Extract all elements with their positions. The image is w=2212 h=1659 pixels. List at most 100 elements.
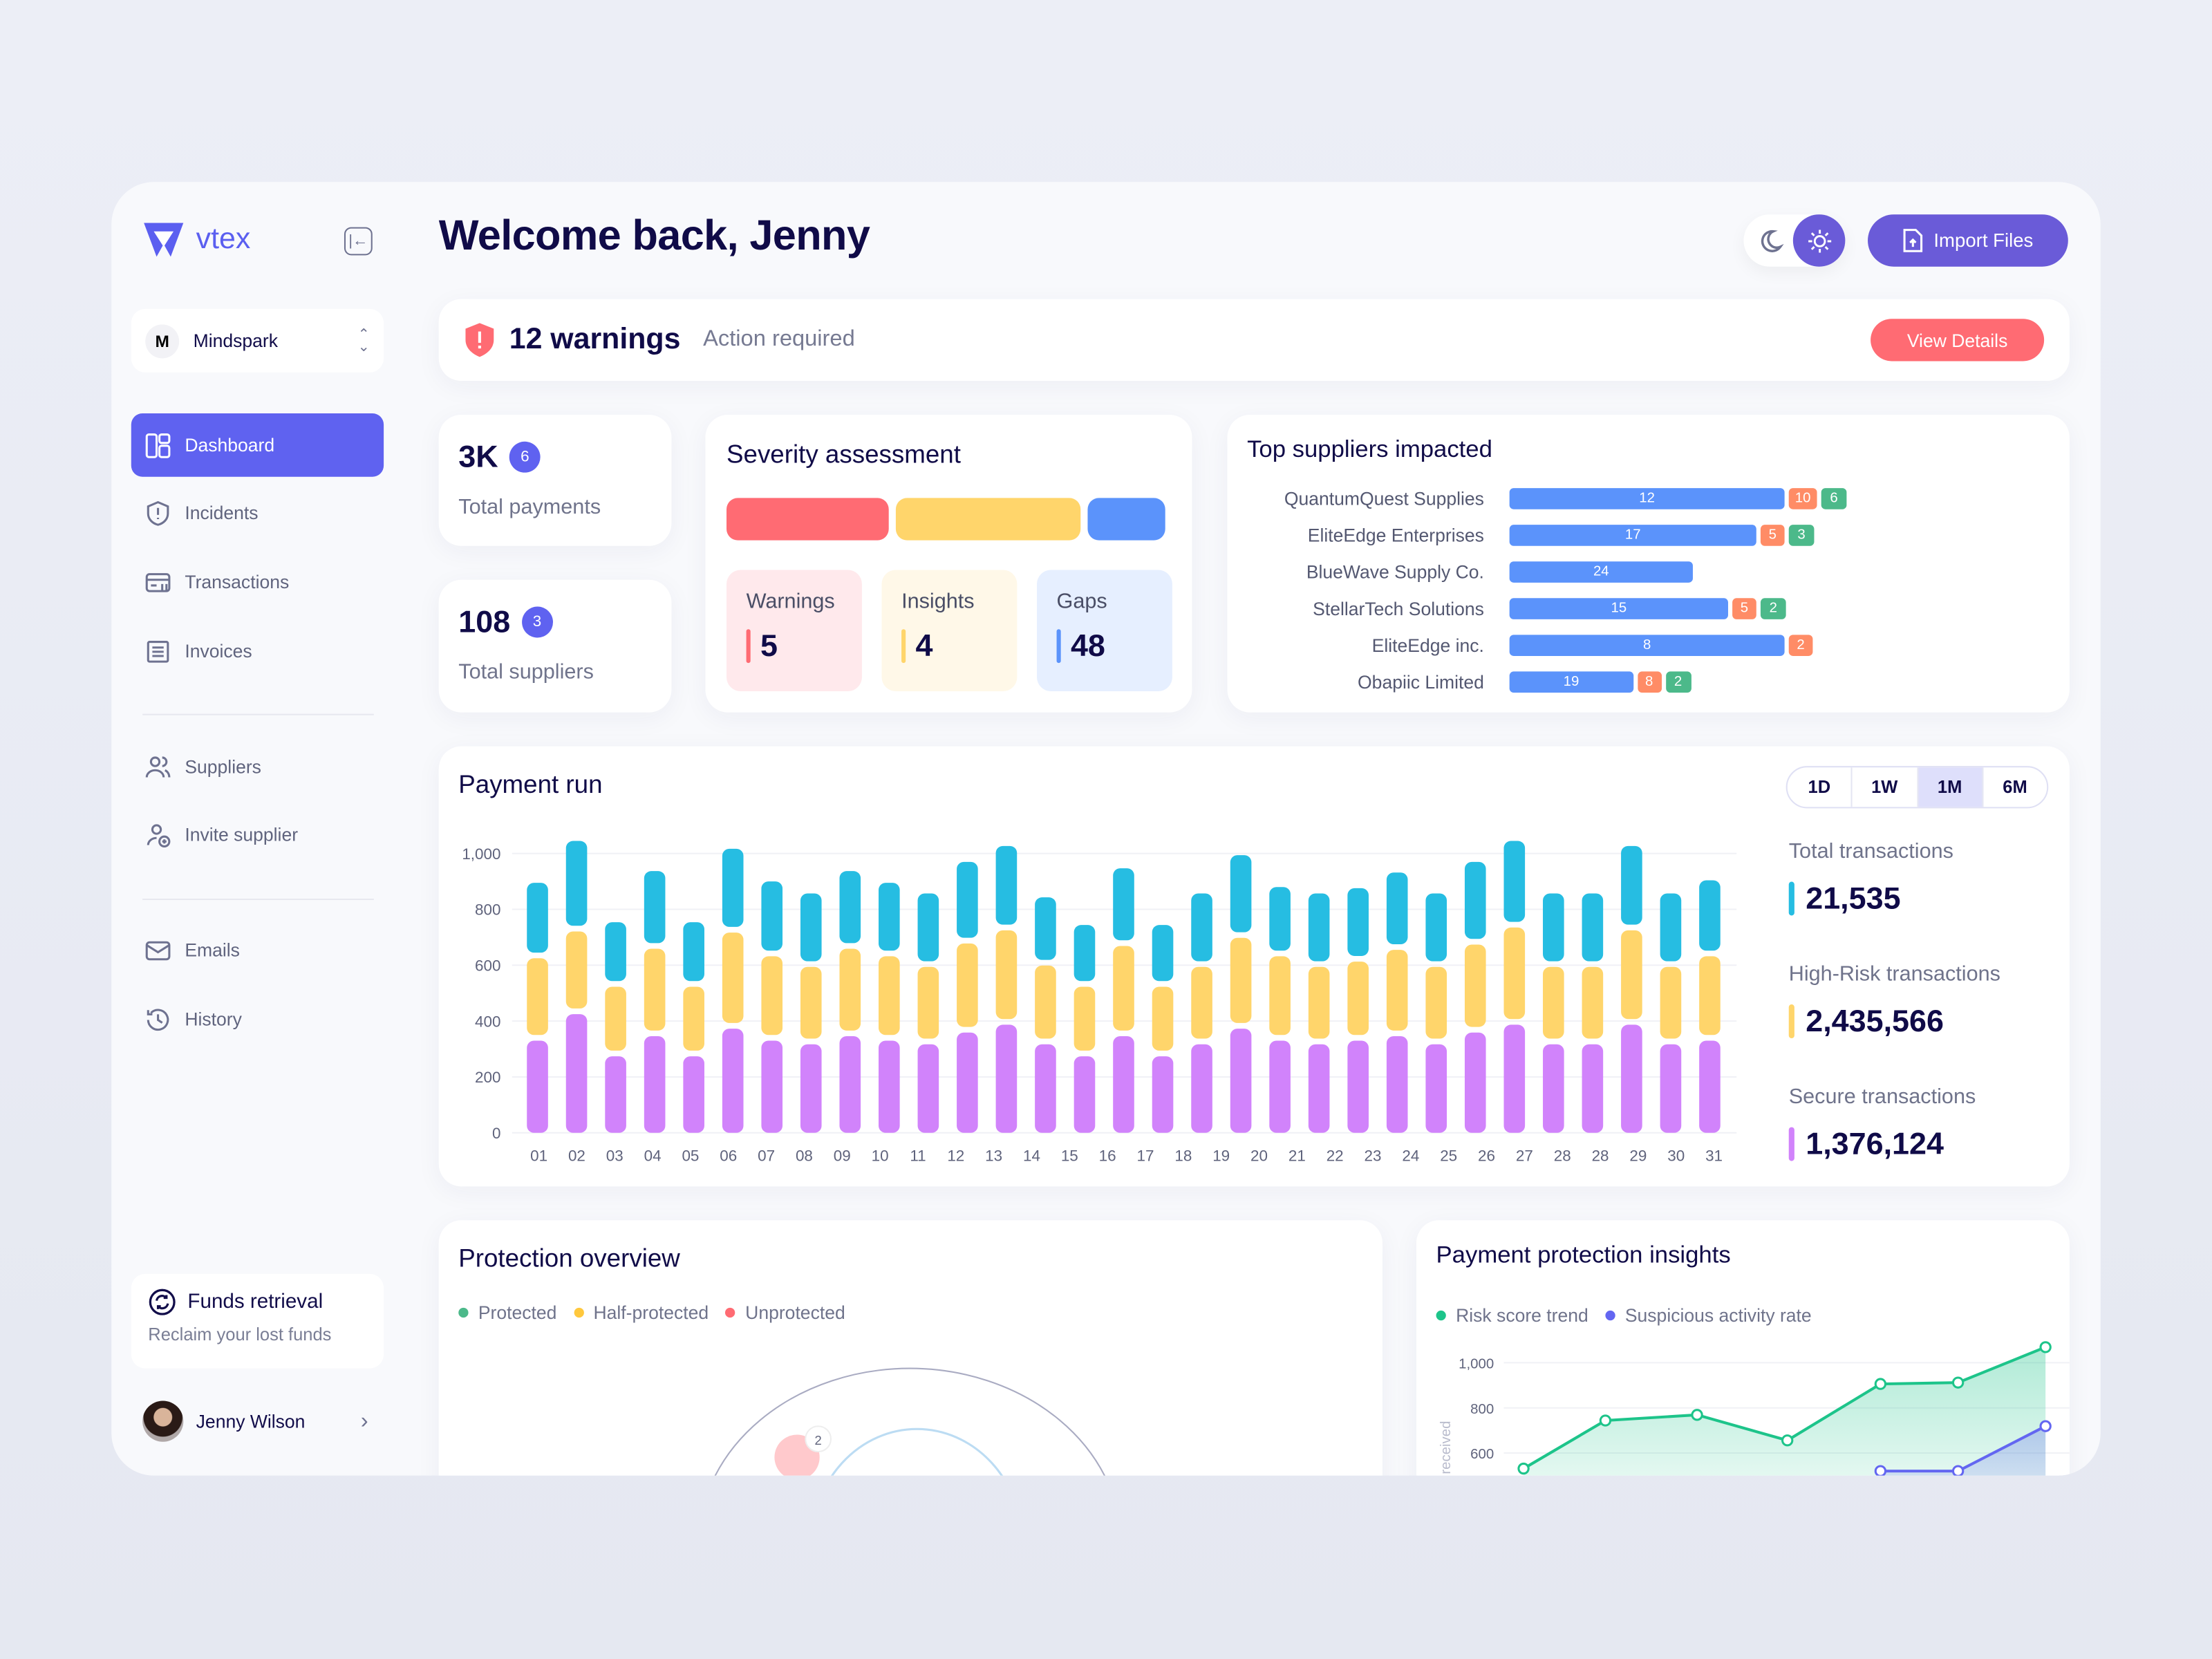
- bar-segment-total-1[interactable]: [527, 883, 548, 953]
- collapse-sidebar-button[interactable]: |←: [344, 227, 373, 256]
- bar-segment-secure-3[interactable]: [605, 1056, 626, 1133]
- supplier-row[interactable]: EliteEdge inc. 8 2: [1227, 633, 2045, 656]
- bar-segment-secure-29[interactable]: [1621, 1024, 1642, 1133]
- bar-segment-total-18[interactable]: [1191, 893, 1212, 962]
- bar-segment-total-3[interactable]: [605, 922, 626, 982]
- data-point[interactable]: [1951, 1465, 1965, 1476]
- supplier-row[interactable]: Obapiic Limited 19 8 2: [1227, 670, 2045, 693]
- sidebar-item-dashboard[interactable]: Dashboard: [131, 413, 384, 477]
- data-point[interactable]: [1599, 1414, 1612, 1427]
- bar-segment-high-risk-21[interactable]: [1308, 966, 1330, 1039]
- bar-segment-secure-22[interactable]: [1347, 1040, 1369, 1133]
- bar-segment-high-risk-6[interactable]: [722, 932, 744, 1023]
- supplier-row[interactable]: EliteEdge Enterprises 17 5 3: [1227, 523, 2045, 546]
- bar-segment-secure-11[interactable]: [917, 1044, 939, 1133]
- severity-box-gaps[interactable]: Gaps 48: [1036, 570, 1172, 691]
- bar-segment-total-23[interactable]: [1386, 872, 1408, 944]
- bar-segment-total-29[interactable]: [1621, 845, 1642, 925]
- bar-segment-high-risk-9[interactable]: [839, 948, 861, 1031]
- bar-segment-total-6[interactable]: [722, 848, 744, 927]
- bar-segment-high-risk-29[interactable]: [1621, 930, 1642, 1020]
- bar-segment-total-27[interactable]: [1543, 893, 1564, 962]
- sidebar-item-transactions[interactable]: Transactions: [131, 550, 384, 614]
- severity-box-insights[interactable]: Insights 4: [881, 570, 1018, 691]
- bar-segment-secure-30[interactable]: [1660, 1044, 1682, 1133]
- bar-segment-secure-15[interactable]: [1074, 1056, 1096, 1133]
- range-1m[interactable]: 1M: [1918, 767, 1983, 807]
- data-point[interactable]: [1874, 1378, 1887, 1390]
- data-point[interactable]: [1951, 1376, 1965, 1389]
- bar-segment-secure-26[interactable]: [1503, 1024, 1526, 1133]
- bar-segment-high-risk-12[interactable]: [957, 943, 978, 1027]
- bar-segment-total-10[interactable]: [879, 883, 900, 951]
- severity-box-warnings[interactable]: Warnings 5: [727, 570, 862, 691]
- bar-segment-high-risk-30[interactable]: [1660, 966, 1682, 1039]
- range-1w[interactable]: 1W: [1853, 767, 1918, 807]
- bar-segment-high-risk-22[interactable]: [1347, 962, 1369, 1035]
- supplier-row[interactable]: BlueWave Supply Co. 24: [1227, 560, 2045, 583]
- bar-segment-high-risk-1[interactable]: [527, 958, 548, 1035]
- bar-segment-secure-27[interactable]: [1543, 1044, 1564, 1133]
- data-point[interactable]: [1517, 1462, 1530, 1475]
- bar-segment-total-9[interactable]: [839, 871, 861, 944]
- bar-segment-total-16[interactable]: [1113, 868, 1134, 941]
- bar-segment-high-risk-5[interactable]: [683, 986, 704, 1051]
- range-6m[interactable]: 6M: [2003, 777, 2027, 798]
- bar-segment-total-15[interactable]: [1074, 925, 1096, 982]
- bar-segment-secure-13[interactable]: [995, 1024, 1018, 1133]
- bar-segment-high-risk-13[interactable]: [995, 930, 1018, 1020]
- bar-segment-high-risk-24[interactable]: [1425, 966, 1447, 1039]
- bar-segment-high-risk-28[interactable]: [1582, 966, 1604, 1039]
- sidebar-item-invoices[interactable]: Invoices: [131, 619, 384, 683]
- supplier-row[interactable]: QuantumQuest Supplies 12 10 6: [1227, 487, 2045, 509]
- bar-segment-secure-5[interactable]: [683, 1056, 704, 1133]
- bar-segment-high-risk-4[interactable]: [644, 948, 666, 1031]
- org-switcher[interactable]: M Mindspark ⌃ ⌄: [131, 308, 384, 373]
- bar-segment-high-risk-7[interactable]: [761, 956, 783, 1035]
- brand-logo[interactable]: vtex: [142, 220, 250, 259]
- bar-segment-secure-7[interactable]: [761, 1040, 783, 1133]
- bar-segment-secure-20[interactable]: [1269, 1040, 1291, 1133]
- bar-segment-high-risk-25[interactable]: [1464, 944, 1486, 1027]
- light-mode-button[interactable]: [1792, 214, 1846, 267]
- bar-segment-secure-10[interactable]: [879, 1040, 900, 1133]
- sidebar-item-history[interactable]: History: [131, 988, 384, 1051]
- data-point[interactable]: [1781, 1434, 1794, 1447]
- bar-segment-secure-23[interactable]: [1386, 1035, 1408, 1133]
- bar-segment-high-risk-31[interactable]: [1699, 956, 1721, 1035]
- bar-segment-total-25[interactable]: [1464, 861, 1486, 939]
- bar-segment-secure-25[interactable]: [1464, 1032, 1486, 1133]
- bar-segment-total-5[interactable]: [683, 922, 704, 982]
- bar-segment-total-17[interactable]: [1152, 925, 1174, 982]
- bar-segment-high-risk-23[interactable]: [1386, 950, 1408, 1031]
- bar-segment-total-31[interactable]: [1699, 880, 1721, 951]
- bar-segment-total-30[interactable]: [1660, 893, 1682, 962]
- bar-segment-total-12[interactable]: [957, 861, 978, 938]
- bar-segment-secure-8[interactable]: [800, 1044, 822, 1133]
- view-details-button[interactable]: View Details: [1871, 319, 2045, 362]
- bar-segment-secure-14[interactable]: [1035, 1044, 1056, 1133]
- bar-segment-total-2[interactable]: [565, 841, 588, 926]
- bar-segment-total-4[interactable]: [644, 871, 666, 944]
- bar-segment-secure-12[interactable]: [957, 1032, 978, 1133]
- sidebar-item-invite-supplier[interactable]: Invite supplier: [131, 803, 384, 866]
- bar-segment-high-risk-27[interactable]: [1543, 966, 1564, 1039]
- bar-segment-high-risk-10[interactable]: [879, 956, 900, 1035]
- bar-segment-total-19[interactable]: [1230, 855, 1252, 932]
- bar-segment-high-risk-14[interactable]: [1035, 965, 1056, 1039]
- bar-segment-high-risk-8[interactable]: [800, 966, 822, 1039]
- bar-segment-secure-28[interactable]: [1582, 1044, 1604, 1133]
- bar-segment-total-21[interactable]: [1308, 893, 1330, 962]
- bar-segment-high-risk-20[interactable]: [1269, 956, 1291, 1035]
- data-point[interactable]: [1691, 1409, 1703, 1421]
- bar-segment-secure-1[interactable]: [527, 1040, 548, 1133]
- bar-segment-total-7[interactable]: [761, 881, 783, 951]
- bar-segment-total-26[interactable]: [1503, 841, 1526, 922]
- bar-segment-total-20[interactable]: [1269, 887, 1291, 951]
- bar-segment-high-risk-2[interactable]: [565, 931, 588, 1009]
- bar-segment-total-11[interactable]: [917, 893, 939, 962]
- bar-segment-total-22[interactable]: [1347, 888, 1369, 956]
- import-files-button[interactable]: Import Files: [1868, 214, 2068, 267]
- bar-segment-high-risk-16[interactable]: [1113, 946, 1134, 1031]
- bar-segment-secure-24[interactable]: [1425, 1044, 1447, 1133]
